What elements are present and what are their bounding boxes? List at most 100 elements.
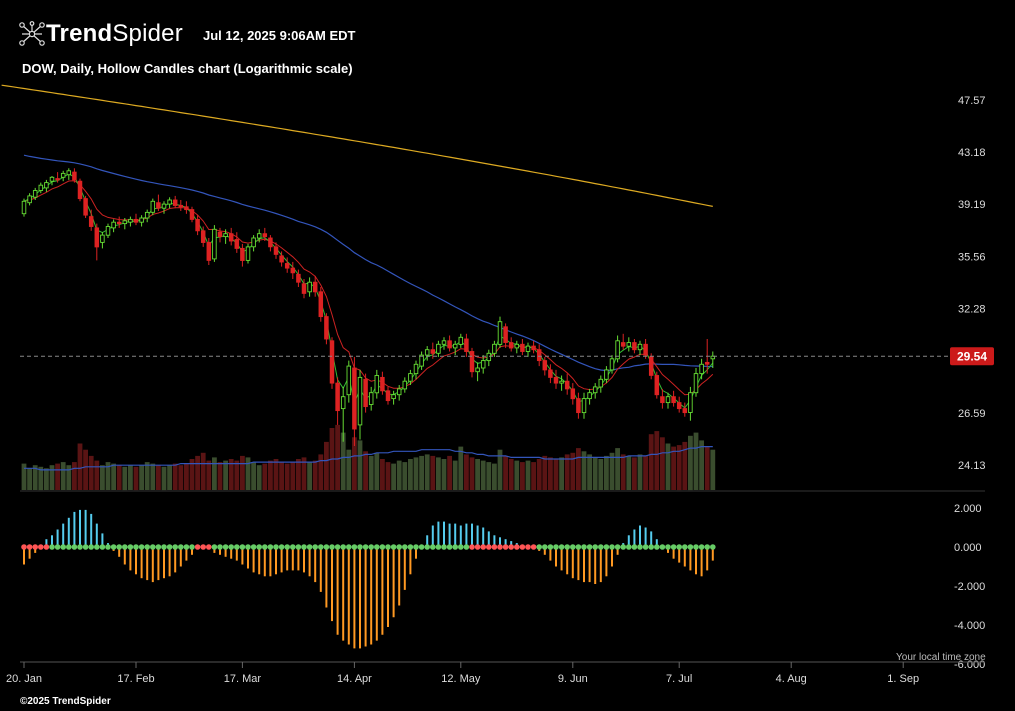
candle-body — [279, 255, 284, 263]
volume-bar — [514, 460, 520, 490]
volume-bar — [245, 457, 251, 490]
oscillator-dot — [614, 544, 621, 550]
volume-bar — [503, 455, 508, 490]
oscillator-dot — [603, 544, 610, 550]
volume-bar — [620, 454, 626, 490]
candle-body — [44, 182, 49, 189]
oscillator-dot — [340, 544, 347, 550]
oscillator-dot — [284, 544, 291, 550]
oscillator-dot — [480, 544, 487, 550]
oscillator-dot — [245, 544, 251, 550]
oscillator-dot — [351, 544, 358, 550]
oscillator-dot — [250, 544, 257, 550]
volume-bar — [441, 459, 447, 490]
oscillator-dot — [430, 544, 436, 550]
oscillator-dot — [598, 544, 604, 550]
candle-body — [312, 281, 318, 293]
candle-body — [290, 267, 296, 274]
volume-bar — [301, 457, 307, 490]
volume-bar — [77, 443, 83, 490]
oscillator-tick-label: -2.000 — [954, 581, 985, 593]
candle-body — [184, 206, 189, 211]
oscillator-dot — [463, 544, 470, 550]
oscillator-dot — [659, 544, 666, 550]
oscillator-dot — [418, 544, 425, 550]
volume-bar — [430, 455, 436, 490]
volume-bar — [122, 466, 128, 491]
candle-body — [615, 340, 620, 360]
time-tick-label: 12. May — [441, 673, 481, 685]
volume-bar — [49, 465, 55, 490]
oscillator-tick-label: 2.000 — [954, 503, 982, 515]
volume-bar — [324, 441, 329, 490]
candle-body — [396, 388, 402, 396]
volume-bar — [256, 465, 262, 490]
oscillator-dot — [374, 544, 380, 550]
volume-bar — [144, 462, 150, 490]
candle-body — [564, 380, 570, 390]
candle-body — [592, 386, 598, 394]
oscillator-dot — [105, 544, 111, 550]
candle-body — [553, 376, 559, 384]
oscillator-dot — [217, 544, 223, 550]
price-tick-label: 26.59 — [958, 408, 986, 420]
oscillator-dot — [676, 544, 682, 550]
oscillator-dot — [631, 544, 638, 550]
candle-body — [318, 291, 324, 318]
candle-body — [609, 358, 615, 371]
oscillator-dot — [620, 544, 626, 550]
candle-body — [100, 234, 105, 243]
brand-name: TrendSpider — [46, 20, 183, 47]
oscillator-dot — [525, 544, 531, 550]
time-tick-label: 4. Aug — [776, 673, 807, 685]
time-tick-label: 9. Jun — [558, 673, 588, 685]
volume-average-line — [24, 446, 713, 471]
time-tick-label: 17. Feb — [117, 673, 154, 685]
volume-bar — [363, 451, 368, 491]
oscillator-dot — [88, 544, 94, 550]
candle-body — [536, 349, 542, 362]
oscillator-dot — [547, 544, 554, 550]
candle-body — [682, 408, 688, 414]
volume-bar — [268, 460, 273, 490]
oscillator-dot — [637, 544, 643, 550]
oscillator-dot — [278, 544, 285, 550]
volume-bar — [385, 462, 391, 490]
oscillator-dot — [116, 544, 122, 550]
oscillator-dot — [570, 544, 576, 550]
candle-body — [542, 360, 548, 371]
candle-body — [648, 356, 654, 376]
oscillator-dot — [502, 544, 509, 550]
candle-body — [380, 376, 385, 392]
oscillator-dot — [379, 544, 386, 550]
oscillator-dot — [654, 544, 660, 550]
candle-body — [189, 209, 195, 220]
oscillator-dot — [133, 544, 139, 550]
oscillator-dot — [413, 544, 419, 550]
candle-body — [676, 402, 682, 410]
oscillator-dot — [21, 544, 27, 550]
oscillator-dot — [71, 544, 78, 550]
oscillator-dot — [682, 544, 688, 550]
volume-bar — [32, 465, 38, 490]
candles-layer — [21, 168, 716, 446]
candle-body — [525, 345, 531, 352]
candle-body — [268, 237, 273, 248]
timestamp: Jul 12, 2025 9:06AM EDT — [203, 28, 356, 43]
candle-body — [699, 363, 704, 375]
candle-body — [402, 380, 408, 390]
volume-bar — [458, 446, 464, 490]
candle-body — [492, 343, 497, 354]
volume-bar — [464, 454, 469, 490]
candle-body — [161, 203, 167, 209]
ma-fast-line — [23, 173, 714, 409]
volume-bar — [480, 460, 486, 490]
volume-bar — [587, 454, 592, 490]
candle-body — [671, 396, 676, 404]
moving-averages-layer — [23, 154, 714, 409]
volume-bar — [693, 432, 699, 490]
last-price-badge — [950, 347, 994, 366]
candle-body — [587, 392, 592, 400]
volume-bar — [368, 455, 374, 490]
